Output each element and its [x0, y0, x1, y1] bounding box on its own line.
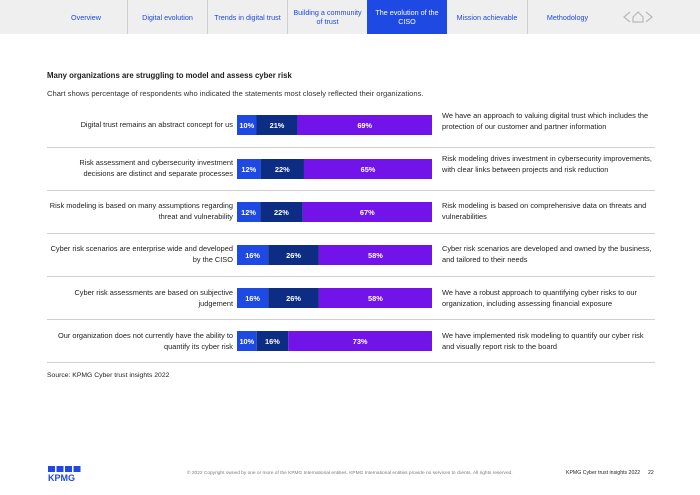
bar-value-label: 26% — [286, 251, 301, 260]
chart-subtitle: Chart shows percentage of respondents wh… — [47, 89, 424, 98]
chart-title: Many organizations are struggling to mod… — [47, 71, 292, 80]
bar-value-label: 12% — [241, 165, 256, 174]
row-divider — [47, 276, 655, 277]
page-number: 22 — [648, 470, 654, 476]
tab-digital-evolution[interactable]: Digital evolution — [127, 0, 207, 34]
chevron-left-icon[interactable] — [623, 11, 631, 23]
bar-value-label: 10% — [239, 121, 254, 130]
row-right-statement: We have an approach to valuing digital t… — [442, 111, 649, 131]
bar-segment-mid — [260, 159, 304, 179]
row-divider — [47, 319, 655, 320]
tab-methodology[interactable]: Methodology — [527, 0, 607, 34]
bar-segment-low — [237, 115, 257, 135]
bar-segment-high — [288, 331, 432, 351]
svg-text:KPMG: KPMG — [48, 473, 75, 483]
page-navigation — [623, 11, 653, 23]
bar-value-label: 16% — [245, 294, 260, 303]
row-divider — [47, 190, 655, 191]
row-right-statement: Risk modeling is based on comprehensive … — [442, 201, 647, 221]
bar-segment-low — [237, 202, 261, 222]
bar-value-label: 58% — [368, 251, 383, 260]
bar-segment-mid — [268, 288, 319, 308]
bar-segment-high — [303, 159, 432, 179]
bar-value-label: 58% — [368, 294, 383, 303]
row-left-statement: Risk assessment and cybersecurity invest… — [79, 158, 233, 178]
row-divider — [47, 233, 655, 234]
bar-value-label: 16% — [265, 337, 280, 346]
bar-value-label: 22% — [275, 165, 290, 174]
row-right-statement: Risk modeling drives investment in cyber… — [442, 154, 652, 174]
row-right-statement: We have a robust approach to quantifying… — [442, 288, 638, 308]
tab-evolution-of-the-ciso[interactable]: The evolution of the CISO — [367, 0, 447, 34]
bar-value-label: 69% — [357, 121, 372, 130]
row-divider — [47, 362, 655, 363]
bar-segment-high — [302, 202, 432, 222]
row-divider — [47, 147, 655, 148]
source-note: Source: KPMG Cyber trust insights 2022 — [47, 372, 170, 379]
kpmg-logo: KPMG — [48, 466, 81, 483]
report-name: KPMG Cyber trust insights 2022 — [566, 470, 641, 476]
tab-building-community-of-trust[interactable]: Building a community of trust — [287, 0, 367, 34]
bar-segment-low — [237, 245, 269, 265]
bar-segment-low — [237, 331, 257, 351]
chevron-right-icon[interactable] — [645, 11, 653, 23]
bar-segment-high — [318, 245, 432, 265]
bar-value-label: 10% — [239, 337, 254, 346]
bar-segment-low — [237, 159, 261, 179]
bar-value-label: 16% — [245, 251, 260, 260]
row-left-statement: Cyber risk scenarios are enterprise wide… — [50, 244, 233, 264]
row-left-statement: Risk modeling is based on many assumptio… — [49, 201, 233, 221]
tab-overview[interactable]: Overview — [71, 12, 101, 22]
row-left-statement: Our organization does not currently have… — [57, 331, 233, 351]
bar-value-label: 73% — [353, 337, 368, 346]
bar-segment-mid — [260, 202, 303, 222]
bar-value-label: 67% — [360, 208, 375, 217]
row-left-statement: Cyber risk assessments are based on subj… — [74, 288, 233, 308]
bar-segment-mid — [268, 245, 319, 265]
bar-segment-mid — [256, 331, 289, 351]
bar-value-label: 21% — [270, 121, 285, 130]
copyright-notice: © 2022 Copyright owned by one or more of… — [187, 471, 513, 476]
bar-value-label: 26% — [286, 294, 301, 303]
row-left-statement: Digital trust remains an abstract concep… — [80, 120, 233, 129]
bar-segment-low — [237, 288, 269, 308]
top-navigation: Overview Digital evolution Trends in dig… — [0, 0, 700, 34]
row-right-statement: Cyber risk scenarios are developed and o… — [442, 244, 652, 264]
bar-segment-high — [318, 288, 432, 308]
tab-mission-achievable[interactable]: Mission achievable — [456, 12, 518, 22]
bar-segment-mid — [256, 115, 298, 135]
bar-value-label: 12% — [241, 208, 256, 217]
row-right-statement: We have implemented risk modeling to qua… — [442, 331, 644, 351]
bar-value-label: 22% — [274, 208, 289, 217]
home-icon[interactable] — [632, 11, 644, 23]
bar-value-label: 65% — [361, 165, 376, 174]
bar-segment-high — [297, 115, 432, 135]
tab-trends-in-digital-trust[interactable]: Trends in digital trust — [207, 0, 287, 34]
